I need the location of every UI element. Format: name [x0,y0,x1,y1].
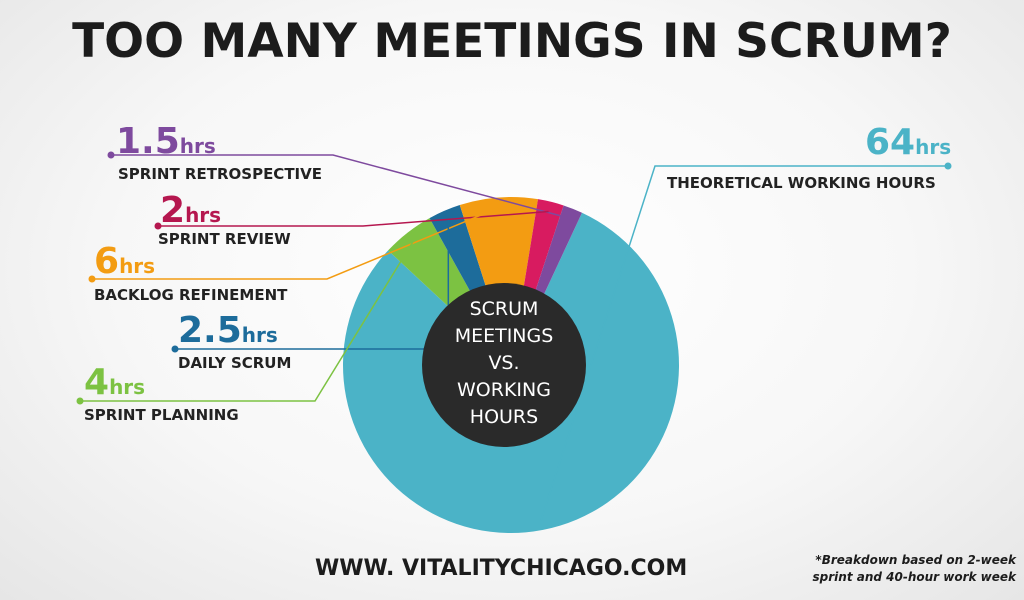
name-sprint-retrospective: SPRINT RETROSPECTIVE [118,165,322,183]
center-line-3: VS. [488,352,520,374]
leader-sprint-planning [80,240,415,402]
label-theoretical-working-hours: 64hrs [865,125,951,161]
value-sprint-planning: 4 [84,362,110,403]
center-disc [422,283,586,447]
label-sprint-review: 2hrs [160,193,221,229]
page-title: TOO MANY MEETINGS IN SCRUM? [72,14,952,69]
value-daily-scrum: 2.5 [178,310,242,351]
center-line-4: WORKING [457,379,551,401]
leader-theoretical-working-hours [540,165,948,521]
unit-sprint-planning: hrs [109,375,146,399]
value-theoretical-working-hours: 64 [865,122,916,163]
center-label: SCRUM MEETINGS VS. WORKING HOURS [437,296,571,431]
label-sprint-planning: 4hrs [84,365,145,401]
leader-sprint-review [158,210,549,227]
slice-backlog-refinement [459,197,539,365]
value-sprint-review: 2 [160,190,186,231]
unit-sprint-retrospective: hrs [179,134,216,158]
footnote-line-2: sprint and 40-hour work week [812,570,1016,584]
leader-dot-backlog-refinement [88,275,96,283]
leader-dot-sprint-review [154,222,162,230]
name-backlog-refinement: BACKLOG REFINEMENT [94,286,288,304]
label-backlog-refinement: 6hrs [94,244,155,280]
unit-theoretical-working-hours: hrs [915,135,952,159]
value-sprint-retrospective: 1.5 [116,121,180,162]
value-backlog-refinement: 6 [94,241,120,282]
leader-sprint-retrospective [111,154,570,219]
center-line-1: SCRUM [469,298,539,320]
leader-dot-daily-scrum [171,345,179,353]
name-sprint-planning: SPRINT PLANNING [84,406,239,424]
website-link[interactable]: WWW. VITALITYCHICAGO.COM [315,556,688,581]
footnote-line-1: *Breakdown based on 2-week [815,553,1016,567]
unit-daily-scrum: hrs [241,323,278,347]
name-daily-scrum: DAILY SCRUM [178,354,292,372]
name-theoretical-working-hours: THEORETICAL WORKING HOURS [667,174,936,192]
center-line-2: MEETINGS [454,325,554,347]
center-line-5: HOURS [469,406,539,428]
footnote: *Breakdown based on 2-week sprint and 40… [790,552,1016,586]
leader-dot-theoretical-working-hours [944,162,952,170]
unit-backlog-refinement: hrs [119,254,156,278]
name-sprint-review: SPRINT REVIEW [158,230,291,248]
leader-backlog-refinement [92,206,500,280]
leader-dot-sprint-planning [76,397,84,405]
unit-sprint-review: hrs [185,203,222,227]
leader-dot-sprint-retrospective [107,151,115,159]
label-sprint-retrospective: 1.5hrs [116,124,216,160]
label-daily-scrum: 2.5hrs [178,313,278,349]
